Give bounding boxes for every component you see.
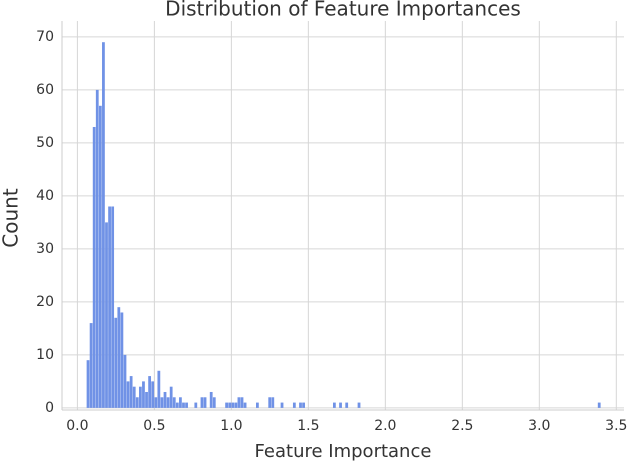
bar	[114, 317, 118, 408]
bar	[179, 397, 182, 408]
bar	[151, 381, 155, 408]
bar	[357, 402, 361, 408]
y-tick-label: 20	[36, 294, 54, 310]
bar	[194, 402, 198, 408]
bar	[166, 397, 170, 408]
bar	[120, 312, 124, 408]
bar	[95, 89, 99, 408]
bar	[339, 402, 342, 408]
bar	[163, 391, 167, 408]
bar	[185, 402, 188, 408]
bar	[332, 402, 336, 408]
y-tick-label: 10	[36, 347, 54, 363]
y-tick-label: 0	[45, 400, 54, 416]
bar	[271, 397, 275, 408]
bar	[92, 126, 96, 408]
x-tick-label: 1.5	[297, 418, 319, 434]
chart-title: Distribution of Feature Importances	[165, 0, 521, 21]
bar	[203, 397, 207, 408]
bar	[169, 386, 173, 408]
bar	[108, 206, 111, 408]
bar	[142, 381, 145, 408]
bar	[237, 397, 241, 408]
bar	[145, 391, 148, 408]
bar	[89, 323, 93, 408]
y-tick-label: 40	[36, 188, 54, 204]
bar	[148, 376, 152, 408]
bar	[200, 397, 204, 408]
x-tick-label: 3.0	[528, 418, 550, 434]
x-tick-label: 2.0	[374, 418, 396, 434]
bar	[123, 354, 127, 408]
x-tick-label: 0.0	[66, 418, 88, 434]
x-tick-label: 3.5	[605, 418, 627, 434]
bar	[98, 105, 102, 408]
bar	[212, 397, 216, 408]
y-tick-label: 60	[36, 82, 54, 98]
bar	[182, 402, 185, 408]
bar	[209, 391, 213, 408]
bar	[225, 402, 228, 408]
bar	[345, 402, 349, 408]
bar	[117, 307, 121, 408]
y-tick-label: 30	[36, 241, 54, 257]
bar	[160, 397, 164, 408]
y-tick-label: 70	[36, 29, 54, 45]
bar	[268, 397, 272, 408]
x-tick-label: 2.5	[451, 418, 473, 434]
bar	[280, 402, 284, 408]
bar	[228, 402, 232, 408]
bar	[138, 386, 142, 408]
bar	[299, 402, 302, 408]
y-axis-label: Count	[0, 188, 23, 248]
y-tick-label: 50	[36, 135, 54, 151]
bar	[231, 402, 235, 408]
bar	[132, 386, 136, 408]
bar	[175, 402, 179, 408]
x-tick-label: 0.5	[143, 418, 165, 434]
bar	[256, 402, 259, 408]
bar	[292, 402, 296, 408]
bar	[243, 402, 247, 408]
x-tick-label: 1.0	[220, 418, 242, 434]
bar	[86, 360, 90, 408]
bar	[105, 222, 108, 408]
bar	[135, 397, 139, 408]
x-axis-label: Feature Importance	[255, 441, 432, 462]
bar	[597, 402, 601, 408]
bar	[234, 402, 238, 408]
bar	[111, 206, 115, 408]
bar	[129, 376, 133, 408]
bar	[157, 370, 161, 408]
bar	[154, 397, 158, 408]
bar	[102, 42, 105, 408]
bar	[240, 397, 244, 408]
bar	[172, 397, 176, 408]
bar	[126, 381, 130, 408]
bar	[302, 402, 305, 408]
